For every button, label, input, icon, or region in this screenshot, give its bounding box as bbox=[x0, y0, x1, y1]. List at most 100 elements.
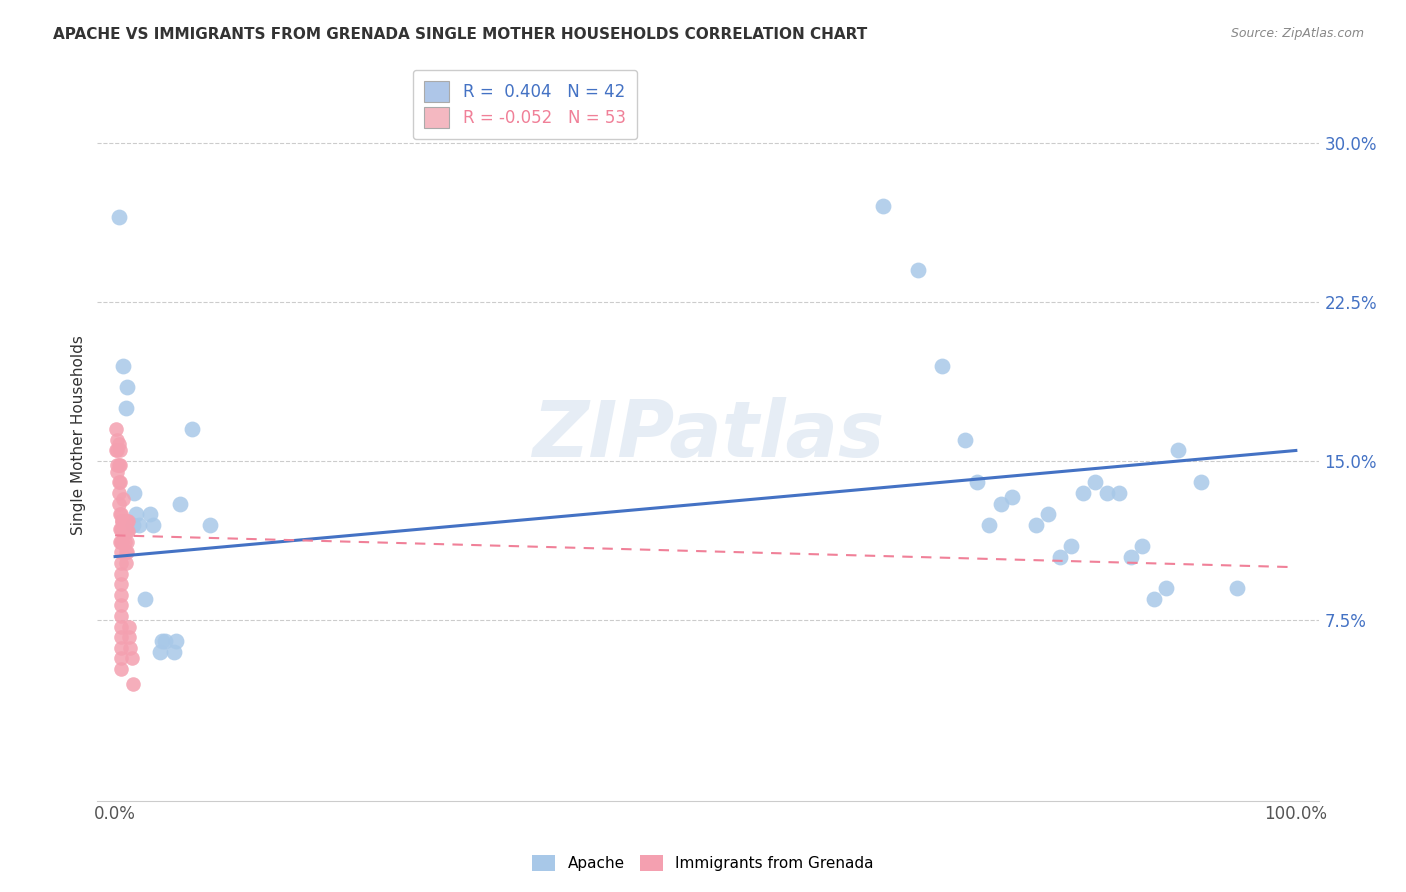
Point bbox=[114, 534, 136, 549]
Point bbox=[118, 619, 141, 633]
Point bbox=[115, 545, 138, 559]
Point bbox=[108, 522, 131, 536]
Point bbox=[111, 534, 134, 549]
Point bbox=[907, 263, 929, 277]
Point bbox=[1189, 475, 1212, 490]
Point bbox=[108, 507, 131, 521]
Point bbox=[114, 545, 136, 559]
Point bbox=[112, 514, 135, 528]
Point bbox=[107, 433, 129, 447]
Point bbox=[120, 640, 142, 655]
Point bbox=[110, 577, 132, 591]
Point bbox=[121, 517, 143, 532]
Point bbox=[872, 199, 894, 213]
Point bbox=[110, 545, 132, 559]
Point bbox=[110, 507, 132, 521]
Point bbox=[125, 507, 148, 521]
Point bbox=[1036, 507, 1059, 521]
Point bbox=[118, 630, 141, 644]
Point bbox=[149, 645, 172, 659]
Point bbox=[115, 524, 138, 538]
Point bbox=[139, 507, 162, 521]
Point bbox=[1108, 486, 1130, 500]
Point bbox=[107, 210, 129, 224]
Point bbox=[110, 566, 132, 581]
Point bbox=[1060, 539, 1083, 553]
Point bbox=[1025, 517, 1047, 532]
Point bbox=[977, 517, 1000, 532]
Point bbox=[128, 517, 150, 532]
Point bbox=[1226, 582, 1249, 596]
Point bbox=[112, 359, 135, 373]
Point bbox=[107, 458, 129, 473]
Point bbox=[990, 497, 1012, 511]
Point bbox=[122, 486, 145, 500]
Point bbox=[110, 662, 132, 676]
Point bbox=[107, 475, 129, 490]
Point bbox=[108, 475, 131, 490]
Point bbox=[107, 486, 129, 500]
Point bbox=[111, 514, 134, 528]
Point bbox=[110, 588, 132, 602]
Point bbox=[110, 609, 132, 624]
Point bbox=[1071, 486, 1094, 500]
Point bbox=[121, 677, 143, 691]
Point bbox=[163, 645, 186, 659]
Point bbox=[111, 514, 134, 528]
Point bbox=[107, 443, 129, 458]
Point bbox=[121, 651, 143, 665]
Point bbox=[110, 630, 132, 644]
Point bbox=[112, 492, 135, 507]
Point bbox=[110, 522, 132, 536]
Point bbox=[153, 634, 176, 648]
Text: Source: ZipAtlas.com: Source: ZipAtlas.com bbox=[1230, 27, 1364, 40]
Point bbox=[110, 556, 132, 570]
Point bbox=[1049, 549, 1071, 564]
Point bbox=[110, 619, 132, 633]
Point bbox=[114, 556, 136, 570]
Point bbox=[1167, 443, 1189, 458]
Point bbox=[110, 534, 132, 549]
Point bbox=[107, 465, 129, 479]
Point bbox=[1143, 592, 1166, 607]
Point bbox=[1130, 539, 1153, 553]
Point bbox=[105, 443, 128, 458]
Point bbox=[134, 592, 156, 607]
Point bbox=[1119, 549, 1142, 564]
Point bbox=[115, 534, 138, 549]
Point bbox=[110, 651, 132, 665]
Point bbox=[110, 640, 132, 655]
Point bbox=[931, 359, 953, 373]
Point bbox=[107, 458, 129, 473]
Point bbox=[166, 634, 188, 648]
Point bbox=[1084, 475, 1107, 490]
Point bbox=[105, 422, 128, 436]
Point bbox=[107, 497, 129, 511]
Point bbox=[108, 458, 131, 473]
Point bbox=[142, 517, 165, 532]
Point bbox=[955, 433, 977, 447]
Point bbox=[110, 599, 132, 613]
Legend: R =  0.404   N = 42, R = -0.052   N = 53: R = 0.404 N = 42, R = -0.052 N = 53 bbox=[413, 70, 637, 139]
Text: APACHE VS IMMIGRANTS FROM GRENADA SINGLE MOTHER HOUSEHOLDS CORRELATION CHART: APACHE VS IMMIGRANTS FROM GRENADA SINGLE… bbox=[53, 27, 868, 42]
Point bbox=[150, 634, 173, 648]
Point bbox=[115, 380, 138, 394]
Point bbox=[108, 443, 131, 458]
Point bbox=[108, 534, 131, 549]
Point bbox=[966, 475, 988, 490]
Point bbox=[180, 422, 202, 436]
Point bbox=[198, 517, 221, 532]
Point bbox=[107, 437, 129, 451]
Point bbox=[115, 514, 138, 528]
Point bbox=[169, 497, 191, 511]
Point bbox=[1001, 490, 1024, 504]
Point bbox=[117, 524, 139, 538]
Point bbox=[111, 524, 134, 538]
Point bbox=[117, 514, 139, 528]
Legend: Apache, Immigrants from Grenada: Apache, Immigrants from Grenada bbox=[526, 849, 880, 877]
Point bbox=[114, 524, 136, 538]
Y-axis label: Single Mother Households: Single Mother Households bbox=[72, 334, 86, 534]
Text: ZIPatlas: ZIPatlas bbox=[533, 397, 884, 473]
Point bbox=[1095, 486, 1118, 500]
Point bbox=[114, 401, 136, 415]
